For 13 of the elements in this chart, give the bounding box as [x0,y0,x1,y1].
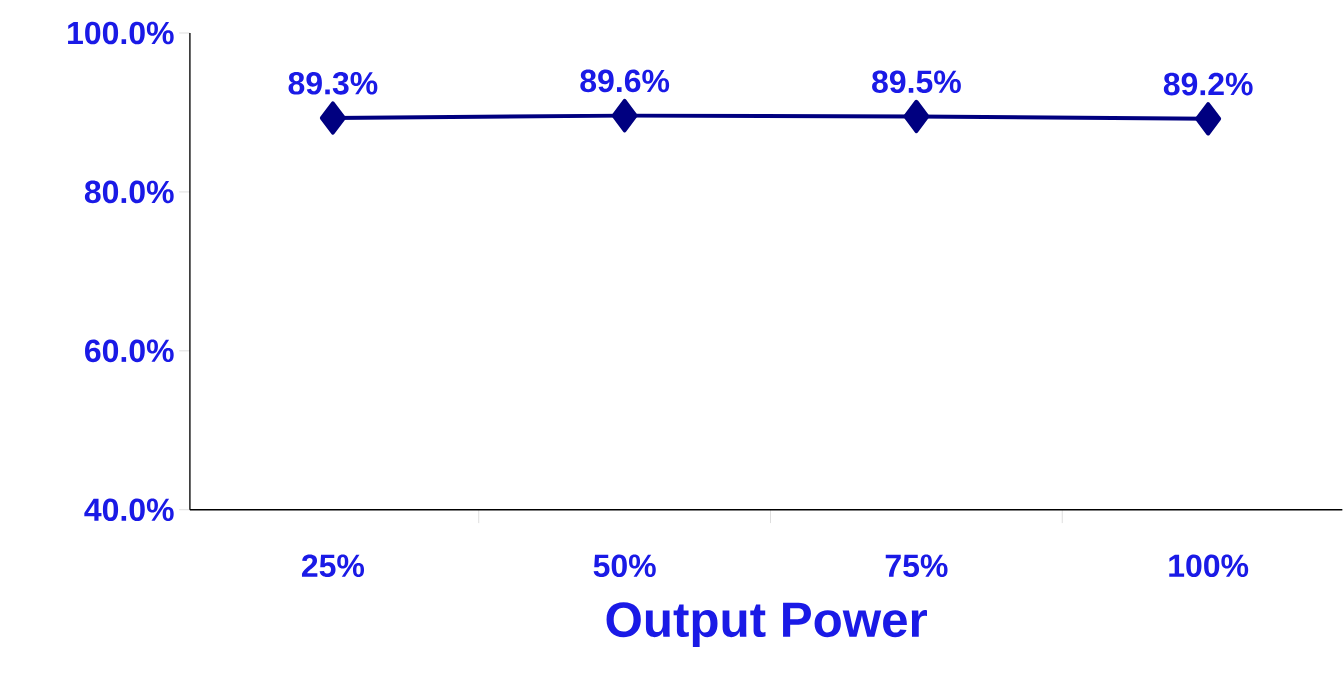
data-label: 89.5% [872,70,961,94]
y-tick-label: 80.0% [84,180,174,204]
y-tick-label: 40.0% [84,498,174,522]
x-tick-label: 25% [301,554,365,578]
data-label: 89.3% [288,72,378,95]
x-tick-label: 100% [1169,554,1249,578]
x-tick-label: 50% [593,554,656,578]
data-label: 89.6% [580,69,670,93]
y-tick-label: 60.0% [85,339,174,363]
x-axis-title: Output Power [606,602,927,648]
data-label: 89.2% [1163,72,1253,96]
y-tick-label: 100.0% [68,21,174,45]
x-tick-label: 75% [885,554,948,578]
